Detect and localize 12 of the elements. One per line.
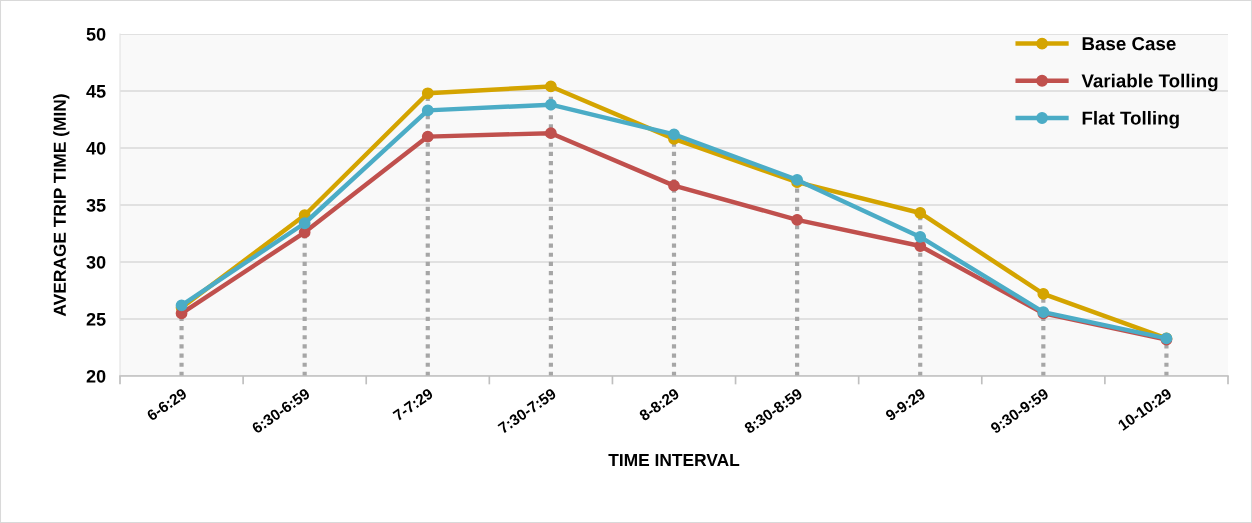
x-axis-title: TIME INTERVAL bbox=[608, 454, 740, 467]
legend-label: Flat Tolling bbox=[1082, 110, 1179, 129]
y-tick-label: 25 bbox=[86, 312, 106, 326]
y-tick-label: 40 bbox=[86, 141, 106, 155]
y-tick-label: 45 bbox=[86, 85, 106, 98]
legend-label: Variable Tolling bbox=[1081, 73, 1218, 92]
y-tick-label: 20 bbox=[86, 369, 106, 383]
y-tick-label: 50 bbox=[86, 27, 106, 41]
y-tick-label: 35 bbox=[86, 198, 106, 212]
legend-label: Base Case bbox=[1082, 37, 1176, 51]
y-axis-title: AVERAGE TRIP TIME (MIN) bbox=[53, 94, 70, 317]
y-tick-label: 30 bbox=[86, 255, 106, 269]
